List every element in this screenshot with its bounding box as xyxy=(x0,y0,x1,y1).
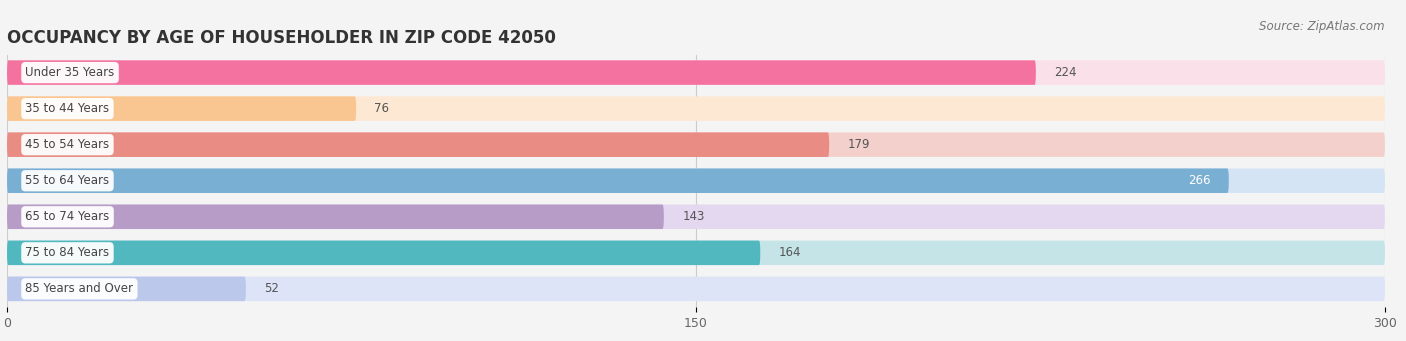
Text: 35 to 44 Years: 35 to 44 Years xyxy=(25,102,110,115)
Text: 75 to 84 Years: 75 to 84 Years xyxy=(25,246,110,259)
Text: 45 to 54 Years: 45 to 54 Years xyxy=(25,138,110,151)
FancyBboxPatch shape xyxy=(7,132,830,157)
FancyBboxPatch shape xyxy=(7,277,246,301)
Text: 266: 266 xyxy=(1188,174,1211,187)
Text: OCCUPANCY BY AGE OF HOUSEHOLDER IN ZIP CODE 42050: OCCUPANCY BY AGE OF HOUSEHOLDER IN ZIP C… xyxy=(7,29,555,47)
Text: 224: 224 xyxy=(1054,66,1077,79)
FancyBboxPatch shape xyxy=(7,132,1385,157)
FancyBboxPatch shape xyxy=(7,205,1385,229)
FancyBboxPatch shape xyxy=(7,277,1385,301)
Text: 143: 143 xyxy=(682,210,704,223)
Text: Source: ZipAtlas.com: Source: ZipAtlas.com xyxy=(1260,20,1385,33)
FancyBboxPatch shape xyxy=(7,205,664,229)
Text: 65 to 74 Years: 65 to 74 Years xyxy=(25,210,110,223)
FancyBboxPatch shape xyxy=(7,240,761,265)
Text: Under 35 Years: Under 35 Years xyxy=(25,66,115,79)
FancyBboxPatch shape xyxy=(7,240,1385,265)
FancyBboxPatch shape xyxy=(7,97,356,121)
Text: 76: 76 xyxy=(374,102,389,115)
Text: 179: 179 xyxy=(848,138,870,151)
Text: 55 to 64 Years: 55 to 64 Years xyxy=(25,174,110,187)
FancyBboxPatch shape xyxy=(7,97,1385,121)
FancyBboxPatch shape xyxy=(7,60,1036,85)
Text: 164: 164 xyxy=(779,246,801,259)
FancyBboxPatch shape xyxy=(7,60,1385,85)
Text: 85 Years and Over: 85 Years and Over xyxy=(25,282,134,295)
Text: 52: 52 xyxy=(264,282,280,295)
FancyBboxPatch shape xyxy=(7,168,1385,193)
FancyBboxPatch shape xyxy=(7,168,1229,193)
